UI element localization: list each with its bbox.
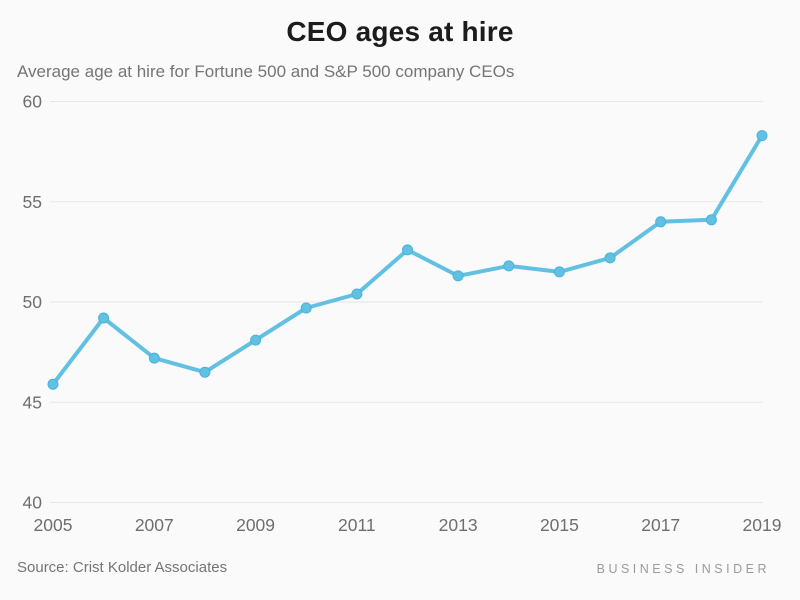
x-tick-label-2009: 2009 [236, 515, 275, 535]
data-point-2008 [199, 366, 211, 378]
x-tick-label-2007: 2007 [135, 515, 174, 535]
data-point-2014 [503, 260, 515, 272]
source-note: Source: Crist Kolder Associates [17, 559, 228, 576]
data-point-2017 [655, 216, 667, 228]
data-point-2015 [553, 266, 565, 278]
x-tick-label-2005: 2005 [34, 515, 73, 535]
brand-logo: BUSINESS INSIDER [596, 562, 770, 576]
chart-title: CEO ages at hire [286, 16, 514, 47]
data-point-2006 [98, 312, 110, 324]
y-tick-label-40: 40 [23, 493, 43, 513]
data-point-2019 [756, 130, 768, 142]
data-point-2011 [351, 288, 363, 300]
data-point-2009 [250, 334, 262, 346]
data-point-2012 [402, 244, 413, 256]
x-tick-label-2013: 2013 [439, 515, 478, 535]
data-point-2016 [604, 252, 616, 264]
y-tick-label-55: 55 [23, 192, 42, 212]
x-tick-label-2015: 2015 [540, 515, 579, 535]
y-tick-label-50: 50 [23, 292, 43, 312]
chart-subtitle: Average age at hire for Fortune 500 and … [17, 62, 515, 81]
x-tick-label-2019: 2019 [743, 515, 782, 535]
x-tick-label-2017: 2017 [641, 515, 680, 535]
data-point-2007 [148, 352, 160, 364]
y-tick-label-45: 45 [23, 392, 42, 412]
data-point-2018 [705, 214, 717, 226]
x-tick-label-2011: 2011 [338, 515, 376, 535]
y-tick-label-60: 60 [23, 92, 43, 112]
data-point-2013 [452, 270, 464, 282]
data-point-2010 [300, 302, 312, 314]
trend-line [51, 133, 764, 387]
data-point-2005 [47, 378, 59, 390]
